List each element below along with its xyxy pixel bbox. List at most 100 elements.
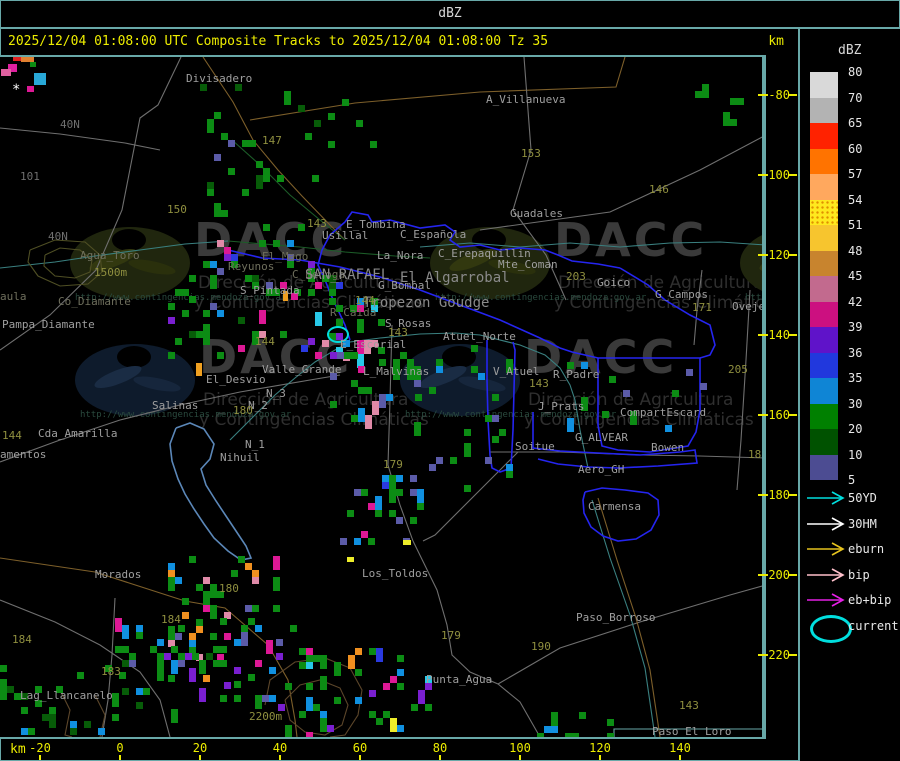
- echo-cell: [308, 289, 315, 296]
- place-label: Guadales: [510, 207, 563, 220]
- scale-label: 48: [848, 243, 863, 258]
- scale-label: 30: [848, 396, 863, 411]
- map-line-gray: [693, 269, 703, 346]
- place-label: G_ALVEAR: [575, 431, 628, 444]
- scale-swatch: [810, 148, 838, 174]
- echo-cell: [255, 660, 262, 667]
- echo-cell: [182, 598, 189, 605]
- place-label: C_Erepaquillin: [438, 247, 531, 260]
- echo-cell: [306, 683, 313, 690]
- echo-cell: [357, 319, 364, 333]
- echo-cell: [7, 686, 14, 693]
- echo-cell: [266, 282, 273, 289]
- echo-cell: [330, 401, 337, 408]
- echo-cell: [299, 648, 306, 655]
- map-line-contourO: [43, 247, 93, 279]
- echo-cell: [210, 605, 217, 619]
- road-label: 143: [529, 377, 549, 390]
- legend-arrow-icon-30HM: [807, 516, 845, 531]
- echo-cell: [234, 639, 241, 646]
- scale-label: 45: [848, 269, 863, 283]
- legend-arrow-icon-eb+bip: [807, 593, 845, 608]
- echo-cell: [686, 369, 693, 376]
- scale-swatch: [810, 429, 838, 455]
- echo-cell: [249, 140, 256, 147]
- echo-cell: [389, 496, 396, 503]
- map-line-teal: [229, 341, 351, 441]
- echo-cell: [347, 510, 354, 517]
- echo-cell: [122, 688, 129, 695]
- echo-cell: [164, 653, 171, 660]
- right-axis-label: -180: [761, 488, 790, 502]
- echo-cell: [492, 394, 499, 401]
- legend-row: [806, 490, 848, 510]
- legend-arrow-icon-bip: [807, 568, 845, 582]
- axis-tick: [679, 755, 681, 760]
- echo-cell: [320, 711, 327, 718]
- place-label: Bowen: [651, 441, 685, 454]
- road-label: 205: [728, 363, 748, 376]
- road-label: 2200m: [249, 710, 283, 723]
- echo-cell: [334, 662, 341, 676]
- radar-map[interactable]: DACC Dirección de Agricultura y Contingenc…: [0, 55, 766, 739]
- echo-cell: [203, 605, 210, 612]
- echo-cell: [203, 331, 210, 345]
- place-label: Reyunos: [228, 260, 275, 273]
- echo-cell: [105, 665, 112, 672]
- echo-cell: [266, 289, 273, 296]
- echo-cell: [221, 210, 228, 217]
- echo-cell: [278, 704, 285, 711]
- place-label: C_Benoga: [292, 268, 345, 281]
- place-label: Mte_Coman: [498, 258, 558, 271]
- map-line-contour: [264, 657, 363, 737]
- km-unit-label: km: [768, 34, 784, 49]
- right-axis-label: -80: [768, 88, 790, 102]
- echo-cell: [203, 577, 210, 584]
- echo-cell: [376, 718, 383, 725]
- scale-label: 35: [848, 371, 863, 385]
- echo-cell: [355, 669, 362, 676]
- scale-label: 5: [848, 473, 856, 487]
- echo-cell: [207, 182, 214, 189]
- echo-cell: [122, 625, 129, 639]
- road-label: 1500m: [94, 266, 128, 279]
- echo-cell: [322, 275, 329, 282]
- place-label: J_Prats: [538, 400, 585, 413]
- echo-cell: [252, 605, 259, 612]
- road-label: 171: [692, 301, 712, 314]
- echo-cell: [371, 298, 378, 305]
- color-scale: [810, 72, 838, 480]
- map-line-lake: [169, 422, 253, 561]
- right-axis-label: -100: [761, 168, 790, 182]
- window-title: dBZ: [0, 0, 900, 29]
- echo-cell: [168, 675, 175, 682]
- echo-cell: [276, 653, 283, 660]
- map-line-gray: [0, 374, 341, 463]
- echo-cell: [672, 390, 679, 397]
- echo-cell: [171, 709, 178, 723]
- legend-arrow-icon-50YD: [807, 491, 845, 505]
- echo-cell: [189, 668, 196, 682]
- echo-cell: [42, 714, 49, 721]
- echo-cell: [357, 354, 364, 368]
- map-line-teal: [419, 241, 762, 248]
- echo-cell: [410, 489, 417, 496]
- echo-cell: [252, 577, 259, 584]
- echo-cell: [370, 141, 377, 148]
- echo-cell: [344, 352, 351, 359]
- echo-cell: [330, 352, 337, 359]
- road-label: 184: [12, 633, 32, 646]
- echo-cell: [262, 695, 269, 702]
- axis-tick: [519, 755, 521, 760]
- echo-cell: [214, 154, 221, 161]
- echo-cell: [305, 133, 312, 140]
- echo-cell: [336, 282, 343, 289]
- scale-title: dBZ: [838, 43, 862, 58]
- place-label: E_Escorial: [340, 338, 407, 351]
- echo-cell: [730, 98, 737, 105]
- echo-cell: [27, 86, 34, 92]
- echo-cell: [203, 261, 210, 268]
- echo-cell: [28, 728, 35, 735]
- echo-cell: [256, 175, 263, 182]
- echo-cell: [329, 298, 336, 305]
